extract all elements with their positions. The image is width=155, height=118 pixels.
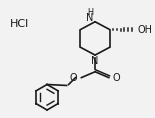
Text: O: O xyxy=(113,73,120,83)
Text: O: O xyxy=(70,73,78,83)
Text: HCl: HCl xyxy=(10,19,29,29)
Text: N: N xyxy=(91,56,99,66)
Text: OH: OH xyxy=(137,25,152,35)
Text: H: H xyxy=(87,8,93,17)
Text: N: N xyxy=(86,13,94,23)
